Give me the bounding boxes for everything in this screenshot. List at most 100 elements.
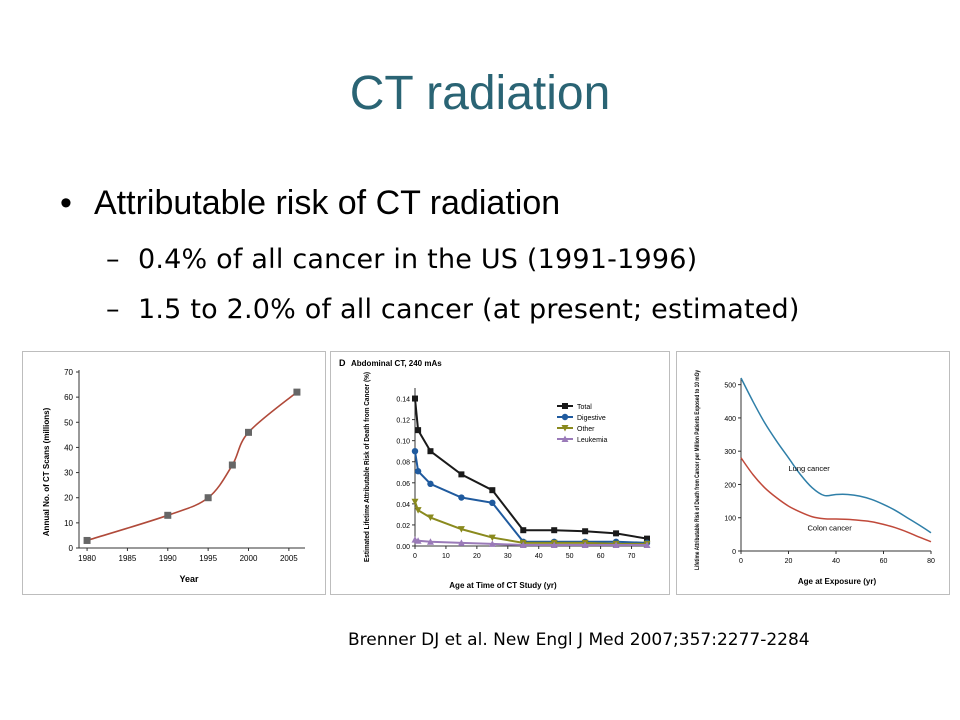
data-point-total bbox=[415, 427, 422, 434]
data-point-digestive bbox=[427, 480, 434, 488]
y-tick-label: 50 bbox=[64, 418, 73, 427]
data-point bbox=[293, 388, 301, 396]
x-tick-label: 0 bbox=[739, 558, 743, 565]
data-point-leukemia bbox=[581, 541, 589, 548]
y-tick-label: 0 bbox=[732, 549, 736, 556]
data-point-total bbox=[489, 487, 496, 494]
x-tick-label: 50 bbox=[566, 553, 574, 560]
series-line-leukemia bbox=[414, 538, 647, 546]
x-tick-label: 80 bbox=[927, 558, 935, 565]
legend-label: Other bbox=[577, 426, 595, 433]
data-point-total bbox=[520, 527, 527, 534]
data-point-leukemia bbox=[519, 541, 527, 548]
data-point bbox=[164, 511, 172, 519]
y-tick-label: 300 bbox=[724, 449, 736, 456]
y-axis-label: Lifetime Attributable Risk of Death from… bbox=[694, 370, 701, 570]
sub-bullet-2-text: 1.5 to 2.0% of all cancer (at present; e… bbox=[138, 294, 800, 325]
legend-label: Leukemia bbox=[577, 437, 607, 444]
data-point-digestive bbox=[489, 499, 496, 507]
dash-icon: – bbox=[106, 244, 120, 275]
series-line-colon-cancer bbox=[740, 457, 932, 543]
x-tick-label: 20 bbox=[473, 553, 481, 560]
data-point-total bbox=[412, 395, 418, 402]
series-label: Lung cancer bbox=[789, 464, 831, 473]
citation: Brenner DJ et al. New Engl J Med 2007;35… bbox=[348, 630, 810, 650]
data-point-leukemia bbox=[612, 541, 620, 548]
abdominal-ct-chart: D Abdominal CT, 240 mAs 0.00 0.02 0.04 0.06… bbox=[339, 358, 651, 590]
y-tick-label: 40 bbox=[64, 443, 73, 452]
y-tick-label: 10 bbox=[64, 519, 73, 528]
legend-marker bbox=[561, 435, 569, 442]
y-tick-label: 70 bbox=[64, 368, 73, 377]
x-axis-label: Age at Time of CT Study (yr) bbox=[449, 581, 557, 590]
data-point-total bbox=[613, 530, 620, 537]
y-tick-label: 0.00 bbox=[396, 544, 410, 551]
y-tick-label: 0.06 bbox=[396, 481, 410, 488]
y-tick-label: 20 bbox=[64, 494, 73, 503]
y-tick-label: 0.04 bbox=[396, 502, 410, 509]
data-point bbox=[228, 461, 236, 469]
data-point-leukemia bbox=[488, 540, 496, 547]
y-axis-label: Annual No. of CT Scans (millions) bbox=[42, 407, 51, 536]
data-point-digestive bbox=[411, 448, 419, 455]
x-tick-label: 1980 bbox=[78, 554, 96, 563]
data-point-leukemia bbox=[414, 537, 422, 544]
data-point-other bbox=[488, 534, 496, 542]
legend-label: Total bbox=[577, 404, 592, 411]
x-tick-label: 20 bbox=[785, 558, 793, 565]
data-point-leukemia bbox=[457, 539, 465, 546]
legend-marker bbox=[562, 403, 568, 409]
y-tick-label: 0.12 bbox=[396, 418, 410, 425]
data-point-total bbox=[582, 528, 589, 535]
data-point-other bbox=[457, 526, 465, 533]
series-label: Colon cancer bbox=[808, 523, 853, 532]
data-point-digestive bbox=[414, 468, 422, 475]
data-point-total bbox=[551, 527, 558, 534]
x-axis-label: Year bbox=[179, 574, 199, 584]
data-point bbox=[245, 428, 252, 436]
x-axis-label: Age at Exposure (yr) bbox=[798, 577, 877, 586]
main-bullet-text: Attributable risk of CT radiation bbox=[94, 184, 561, 222]
lar-by-age-chart-panel: 0 100 200 300 400 500 0 20 40 60 80 Lung cancer Col… bbox=[676, 351, 950, 595]
data-point-other bbox=[414, 507, 422, 514]
y-axis-label: Estimated Lifetime Attributable Risk of … bbox=[364, 372, 371, 562]
y-tick-label: 30 bbox=[64, 469, 73, 478]
data-point-total bbox=[644, 535, 650, 542]
x-tick-label: 40 bbox=[832, 558, 840, 565]
series-line-lung-cancer bbox=[740, 377, 932, 534]
sub-bullet-1: –0.4% of all cancer in the US (1991-1996… bbox=[106, 244, 697, 275]
data-point bbox=[83, 536, 91, 544]
dash-icon: – bbox=[106, 294, 120, 325]
data-point bbox=[204, 494, 212, 502]
data-point-leukemia bbox=[550, 541, 558, 548]
legend-marker bbox=[561, 413, 569, 421]
y-tick-label: 200 bbox=[724, 482, 736, 489]
data-point-leukemia bbox=[643, 541, 651, 548]
y-tick-label: 0 bbox=[69, 544, 74, 553]
data-point-total bbox=[458, 471, 465, 478]
y-tick-label: 0.02 bbox=[396, 523, 410, 530]
lar-by-age-chart: 0 100 200 300 400 500 0 20 40 60 80 Lung cancer Col… bbox=[694, 370, 935, 586]
data-point-other bbox=[426, 514, 434, 522]
main-bullet: • Attributable risk of CT radiation bbox=[60, 184, 560, 223]
y-tick-label: 0.08 bbox=[396, 460, 410, 467]
x-tick-label: 60 bbox=[597, 553, 605, 560]
series-line bbox=[86, 391, 298, 542]
data-point-digestive bbox=[458, 494, 465, 501]
legend-marker bbox=[561, 425, 569, 432]
abdominal-ct-chart-panel: D Abdominal CT, 240 mAs 0.00 0.02 0.04 0.06… bbox=[330, 351, 670, 595]
panel-label: D bbox=[339, 358, 346, 368]
slide-title: CT radiation bbox=[349, 67, 611, 120]
series-line-other bbox=[414, 501, 647, 545]
x-tick-label: 2000 bbox=[240, 554, 258, 563]
ct-scans-chart-panel: 0 10 20 30 40 50 60 70 1980 1985 1990 1995 2000 2005 … bbox=[22, 351, 326, 595]
x-tick-label: 60 bbox=[880, 558, 888, 565]
y-tick-label: 100 bbox=[724, 516, 736, 523]
data-point-leukemia bbox=[426, 538, 434, 545]
sub-bullet-1-text: 0.4% of all cancer in the US (1991-1996) bbox=[138, 244, 698, 275]
x-tick-label: 30 bbox=[504, 553, 512, 560]
y-tick-label: 400 bbox=[724, 416, 736, 423]
y-tick-label: 0.10 bbox=[396, 439, 410, 446]
y-tick-label: 60 bbox=[64, 393, 73, 402]
